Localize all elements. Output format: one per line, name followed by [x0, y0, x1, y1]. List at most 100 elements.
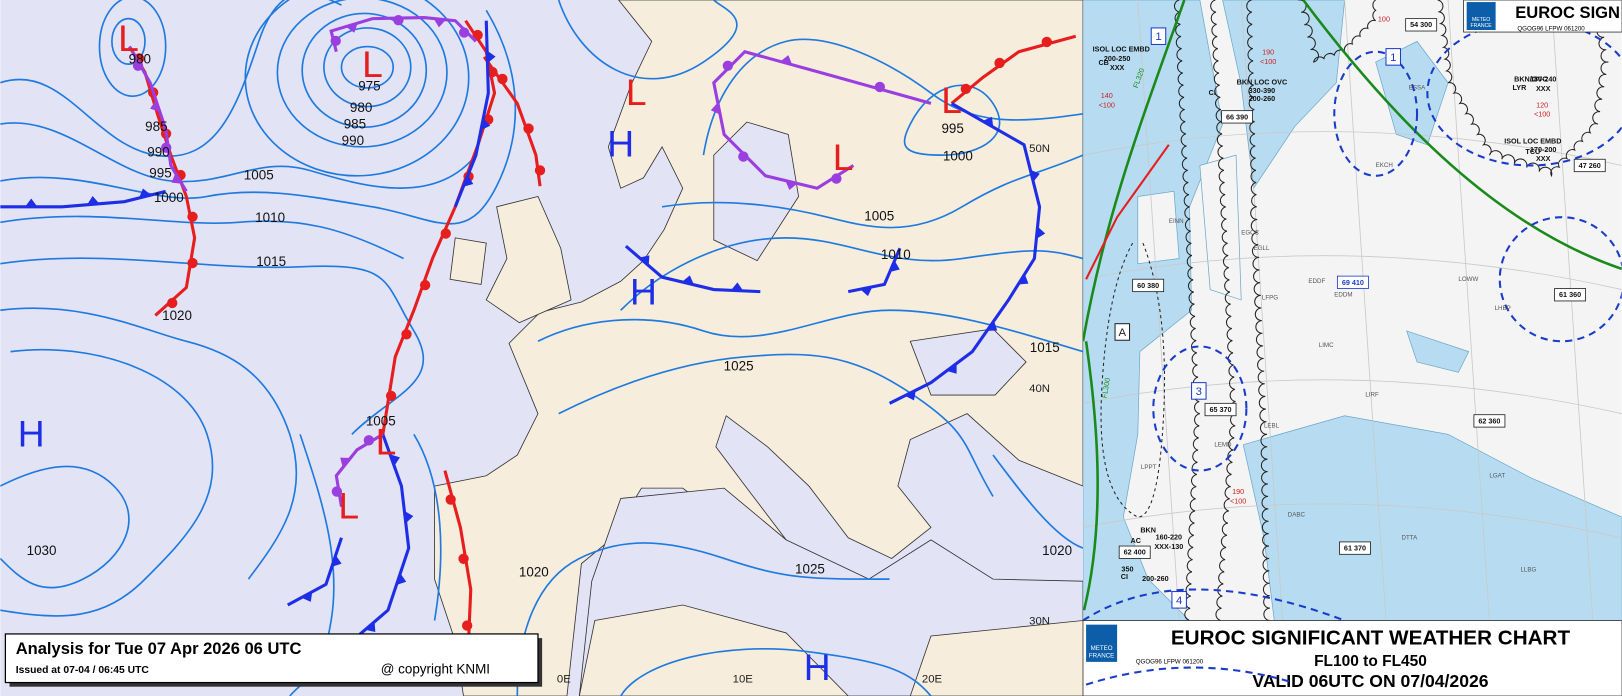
front-symbol	[523, 123, 534, 134]
meridian	[1137, 0, 1180, 621]
isobar-label: 1000	[154, 190, 184, 205]
isobar	[661, 154, 1083, 229]
front-symbol	[874, 81, 885, 93]
tropopause-box	[1573, 158, 1606, 173]
cloud-label: ISOL LOC EMBD	[1093, 45, 1150, 54]
front-symbol	[132, 60, 144, 71]
cloud-label: 330-390	[1249, 86, 1275, 95]
cloud-label: XXX	[1536, 84, 1551, 93]
station-label: LEMD	[1214, 441, 1232, 448]
front-symbol	[404, 510, 414, 524]
isobar	[340, 45, 395, 89]
front-symbol	[187, 211, 198, 222]
cloud-label: XXX	[1536, 154, 1551, 163]
front-symbol	[87, 196, 100, 205]
isobar	[557, 0, 738, 80]
pressure-center: H	[607, 123, 634, 165]
station-label: LEBL	[1264, 423, 1280, 430]
area-id-box	[1114, 323, 1131, 341]
front-symbol	[487, 50, 496, 64]
meridian	[1447, 0, 1490, 621]
front-symbol	[396, 573, 407, 586]
area-id: 1	[1390, 52, 1396, 64]
isobar-label: 1005	[864, 209, 894, 224]
isobar-label: 995	[149, 165, 171, 180]
isobar	[620, 237, 1083, 311]
station-label: EDDM	[1334, 291, 1352, 298]
front-symbol	[738, 151, 749, 162]
isobar	[98, 0, 167, 97]
front-symbol	[171, 173, 182, 184]
station-label: ESSA	[1409, 85, 1426, 92]
cold-front	[847, 247, 902, 294]
front-symbol	[710, 102, 721, 115]
footer-levels: FL100 to FL450	[1314, 653, 1427, 670]
front-symbol	[301, 591, 313, 602]
front-symbol	[363, 435, 375, 446]
front-symbol	[345, 23, 358, 33]
front-symbol	[161, 142, 172, 153]
cloud-boundary	[1173, 0, 1200, 622]
front-symbol	[681, 275, 694, 285]
area-id-box	[1171, 591, 1187, 609]
front-symbol	[458, 27, 470, 38]
tropopause-label: 47 260	[1579, 161, 1601, 170]
isobar	[0, 465, 130, 589]
front-symbol	[497, 73, 508, 85]
cumulonimbus-area	[1100, 242, 1166, 518]
front-symbol	[730, 282, 744, 291]
front-symbol	[831, 173, 842, 184]
land	[449, 196, 572, 324]
front-symbol	[472, 29, 483, 41]
isobar-label: 1015	[1030, 340, 1060, 355]
tropopause-label: 69 410	[1342, 278, 1364, 287]
cloud-label: 200-250	[1104, 54, 1130, 63]
header-logo-text: FRANCE	[1471, 23, 1493, 29]
footer-valid: VALID 06UTC ON 07/04/2026	[1252, 671, 1488, 691]
tropopause-label: 61 360	[1559, 290, 1581, 299]
tropopause-box	[1473, 414, 1506, 428]
front-symbol	[150, 100, 160, 112]
front-symbol	[722, 60, 734, 71]
cloud-label: 200-260	[1142, 574, 1169, 583]
sea	[1082, 0, 1622, 621]
occluded-front	[128, 45, 188, 193]
land	[434, 0, 1083, 696]
footer-logo-text: FRANCE	[1089, 652, 1114, 659]
isobar-label: 985	[145, 119, 167, 134]
turbulence-label: 140	[1101, 91, 1113, 100]
area-id: A	[1118, 327, 1126, 339]
footer-title: EUROC SIGNIFICANT WEATHER CHART	[1171, 627, 1571, 650]
front-symbol	[187, 257, 198, 269]
isobar	[537, 309, 1083, 353]
tropopause-box	[1405, 18, 1438, 32]
pressure-center: L	[376, 421, 397, 463]
jet-label: FL300	[1100, 377, 1112, 399]
cloud-label: 160-220	[1156, 533, 1183, 542]
isobar-label: 1020	[1042, 543, 1072, 558]
front-symbol	[340, 457, 351, 468]
front-symbol	[946, 363, 957, 374]
tropopause-label: 62 360	[1478, 416, 1500, 425]
isobar	[413, 433, 442, 621]
station-label: EGLL	[1254, 245, 1270, 252]
area-id-box	[1150, 27, 1167, 45]
pressure-center: L	[338, 485, 359, 527]
caption-copyright: @ copyright KNMI	[381, 662, 490, 677]
station-label: LIRF	[1365, 392, 1379, 399]
front-symbol	[994, 57, 1005, 69]
isobar	[111, 17, 146, 65]
cloud-boundary	[1210, 0, 1237, 622]
isobar	[992, 454, 1083, 549]
front-symbol	[1041, 36, 1052, 48]
isobar-label: 975	[358, 78, 380, 93]
station-label: DTTA	[1402, 534, 1419, 541]
front-symbol	[780, 55, 793, 65]
header-title: EUROC SIGN	[1515, 3, 1620, 22]
isobar	[0, 0, 342, 158]
footer-box	[1082, 620, 1622, 696]
station-label: LOWW	[1458, 276, 1478, 283]
isobar	[323, 27, 412, 108]
cloud-label: 170-200	[1530, 145, 1557, 154]
